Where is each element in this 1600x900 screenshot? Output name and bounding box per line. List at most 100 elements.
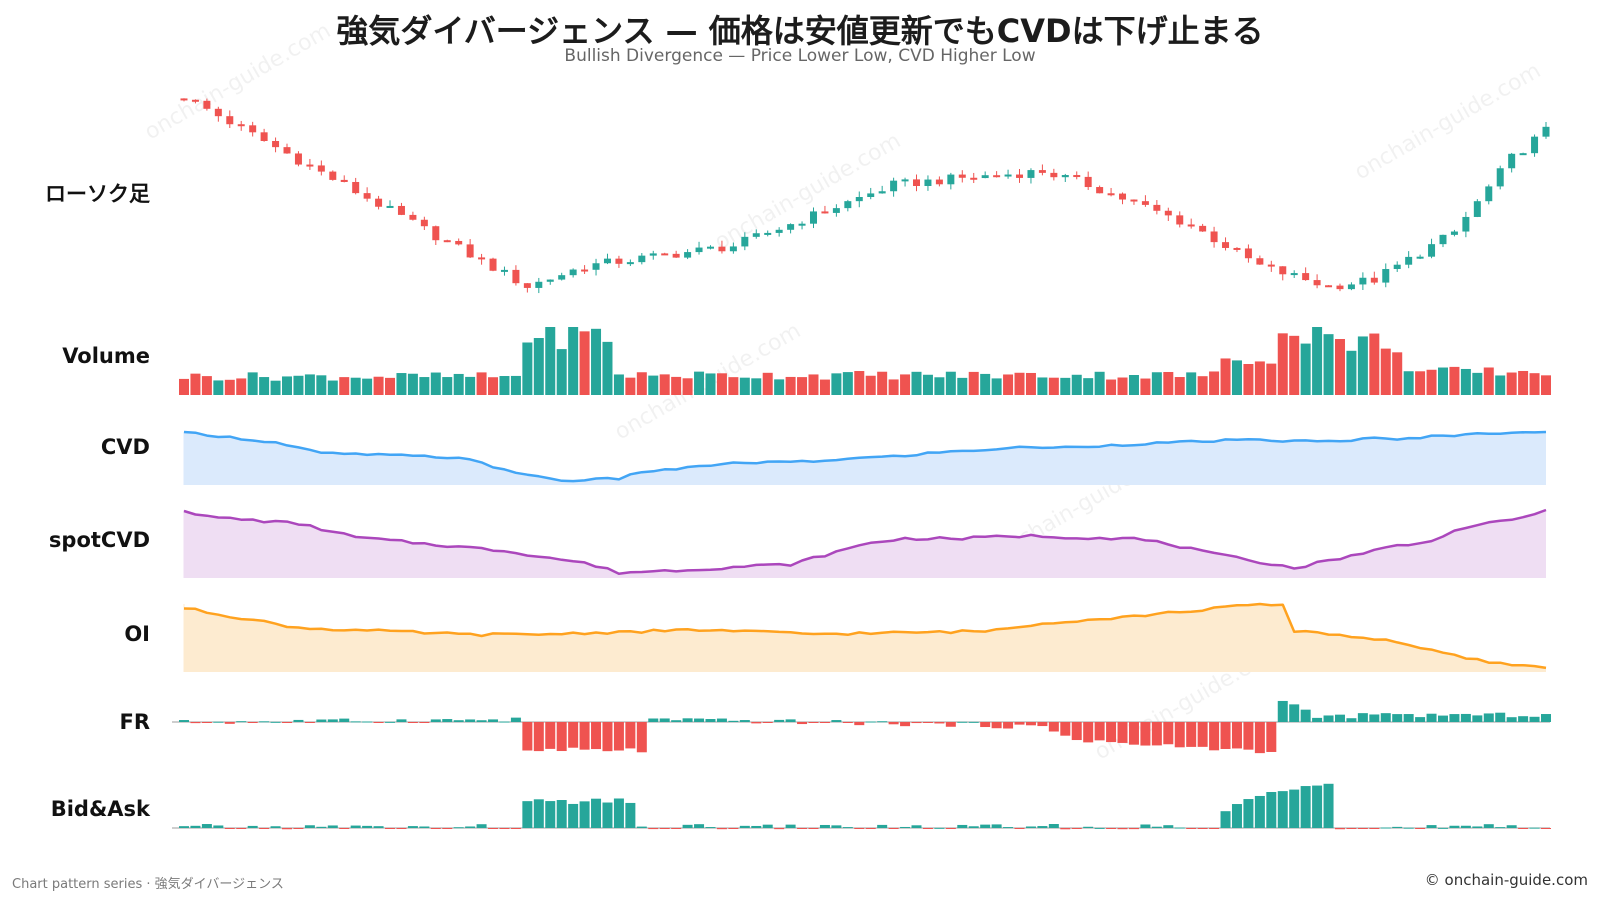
volume-bar — [1197, 376, 1208, 395]
volume-bar — [1048, 377, 1059, 395]
candle-body — [924, 179, 932, 186]
candle-body — [375, 198, 383, 207]
panel-label-oi: OI — [124, 622, 150, 646]
volume-bar — [957, 377, 968, 395]
bidask-bar — [556, 800, 567, 828]
bidask-bar — [1243, 799, 1254, 828]
fr-bar — [1197, 722, 1208, 747]
bidask-bar — [934, 827, 945, 829]
volume-bar — [1426, 369, 1437, 395]
bidask-bar — [419, 826, 430, 828]
candle-body — [500, 269, 508, 272]
volume-bar — [694, 371, 705, 395]
volume-bar — [1128, 375, 1139, 395]
volume-bar — [705, 373, 716, 395]
fr-bar — [1128, 722, 1139, 745]
candle-body — [237, 124, 245, 127]
candle-body — [844, 201, 852, 209]
fr-bar — [510, 717, 521, 722]
bidask-bar — [865, 828, 876, 829]
fr-bar — [282, 722, 293, 723]
fr-bar — [751, 722, 762, 724]
bidask-bar — [179, 826, 189, 828]
candle-body — [798, 223, 806, 226]
fr-bar — [201, 722, 212, 723]
fr-bar — [1094, 722, 1105, 741]
bidask-bar — [1220, 811, 1231, 828]
fr-bar — [499, 721, 510, 723]
volume-bar — [453, 373, 464, 395]
candle-body — [1027, 170, 1035, 178]
volume-bar — [1472, 372, 1483, 395]
volume-bar — [945, 371, 956, 395]
bidask-bar — [224, 828, 235, 829]
volume-bar — [1380, 348, 1391, 395]
candle-body — [1393, 264, 1401, 270]
fr-bar — [350, 721, 361, 723]
candle-body — [203, 100, 211, 109]
volume-bar — [442, 377, 453, 395]
candle-body — [283, 147, 291, 154]
fr-bar — [671, 720, 682, 722]
candle-body — [352, 181, 360, 194]
candle-body — [913, 179, 921, 186]
volume-bar — [1460, 368, 1471, 395]
bidask-bar — [659, 828, 670, 829]
fr-bar — [1472, 715, 1483, 722]
panel-label-volume: Volume — [62, 344, 150, 368]
bidask-bar — [213, 825, 224, 828]
fr-bar — [774, 719, 785, 722]
fr-bar — [396, 719, 407, 722]
fr-bar — [1151, 722, 1162, 746]
bidask-bar — [1071, 828, 1082, 829]
volume-bar — [339, 377, 350, 395]
bidask-bar — [1357, 828, 1368, 829]
candle-body — [535, 281, 543, 288]
bidask-bar — [1277, 791, 1288, 828]
bidask-bar — [362, 825, 373, 828]
fr-bar — [991, 722, 1002, 729]
bidask-bar — [1449, 825, 1460, 828]
bidask-bar — [247, 825, 258, 828]
bidask-bar — [831, 825, 842, 828]
fr-bar — [1048, 722, 1059, 732]
fr-bar — [877, 721, 888, 723]
volume-bar — [1437, 367, 1448, 395]
candle-body — [993, 175, 1001, 178]
volume-bar — [900, 374, 911, 395]
volume-bar — [1163, 371, 1174, 395]
fr-bar — [430, 719, 441, 722]
fr-bar — [980, 722, 991, 728]
bidask-bar — [350, 825, 361, 828]
candle-body — [1473, 201, 1481, 217]
candle-body — [1187, 224, 1195, 227]
candle-body — [867, 193, 875, 198]
volume-bar — [1243, 363, 1254, 395]
fr-bar — [1495, 712, 1506, 722]
volume-bar — [922, 374, 933, 395]
fr-bar — [1083, 722, 1094, 743]
fr-bar — [797, 722, 808, 725]
volume-bar — [1403, 371, 1414, 395]
bidask-bar — [1529, 827, 1540, 829]
bidask-bar — [282, 828, 293, 830]
candle-body — [420, 219, 428, 227]
fr-bar — [842, 722, 853, 723]
candle-body — [935, 179, 943, 185]
volume-bar — [648, 375, 659, 395]
fr-bar — [373, 722, 384, 723]
candle-body — [764, 232, 772, 235]
candle-body — [1405, 256, 1413, 265]
fr-bar — [1323, 715, 1334, 722]
fr-bar — [1231, 722, 1242, 749]
fr-bar — [1220, 722, 1231, 749]
fr-bar — [1163, 722, 1174, 745]
volume-bar — [179, 378, 189, 395]
volume-bar — [1392, 352, 1403, 395]
candle-body — [1107, 193, 1115, 196]
bidask-bar — [488, 828, 499, 829]
volume-bar — [1140, 378, 1151, 395]
candle-body — [1347, 284, 1355, 290]
panel-label-cvd: CVD — [100, 435, 150, 459]
bidask-bar — [327, 825, 338, 828]
